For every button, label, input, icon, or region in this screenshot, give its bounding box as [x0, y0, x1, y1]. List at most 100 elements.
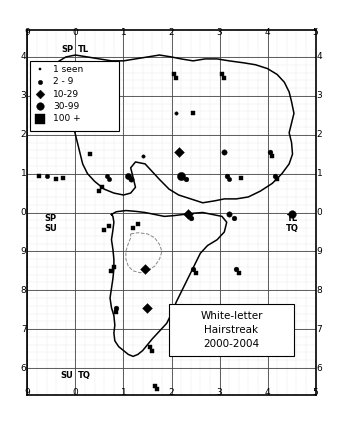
- Text: 7: 7: [317, 325, 322, 334]
- Text: TQ: TQ: [78, 371, 91, 380]
- Text: 9: 9: [21, 247, 26, 256]
- Text: 4: 4: [265, 28, 270, 37]
- Text: 3: 3: [21, 91, 26, 100]
- Point: [61, 174, 66, 181]
- Point: [231, 215, 237, 222]
- Point: [154, 386, 160, 393]
- Text: 9: 9: [25, 28, 30, 37]
- Point: [78, 94, 83, 101]
- Point: [152, 382, 157, 389]
- Point: [150, 347, 155, 354]
- Text: 2: 2: [21, 130, 26, 139]
- Point: [195, 304, 201, 311]
- Point: [38, 78, 43, 85]
- Point: [176, 149, 181, 156]
- Point: [267, 149, 273, 156]
- Point: [142, 266, 148, 272]
- Point: [226, 176, 232, 183]
- Point: [44, 172, 49, 179]
- Point: [111, 264, 117, 270]
- Text: 9: 9: [317, 247, 322, 256]
- Point: [174, 75, 179, 82]
- Point: [272, 172, 277, 179]
- Text: 30-99: 30-99: [53, 102, 79, 111]
- Text: 1: 1: [121, 28, 126, 37]
- Point: [37, 172, 42, 179]
- Text: 8: 8: [21, 286, 26, 295]
- Point: [54, 176, 59, 183]
- Point: [114, 308, 119, 315]
- Text: SP: SP: [45, 214, 57, 223]
- Point: [183, 176, 189, 183]
- Text: TL: TL: [287, 214, 298, 223]
- Text: 10-29: 10-29: [53, 90, 79, 99]
- Text: 5: 5: [313, 28, 318, 37]
- Point: [97, 94, 102, 101]
- Point: [289, 211, 294, 218]
- Text: 2: 2: [317, 130, 322, 139]
- Point: [135, 221, 141, 227]
- Point: [174, 110, 179, 117]
- Point: [140, 153, 145, 159]
- Text: 3: 3: [317, 91, 322, 100]
- Point: [99, 184, 105, 191]
- FancyBboxPatch shape: [169, 304, 294, 357]
- Point: [147, 343, 153, 350]
- Text: 4: 4: [317, 52, 322, 62]
- Point: [85, 112, 90, 119]
- Text: 5: 5: [313, 388, 318, 397]
- Point: [188, 215, 193, 222]
- Point: [171, 71, 177, 78]
- Text: 9: 9: [25, 388, 30, 397]
- Text: 4: 4: [265, 388, 270, 397]
- Text: White-letter
Hairstreak
2000-2004: White-letter Hairstreak 2000-2004: [200, 311, 263, 349]
- Text: 1: 1: [317, 169, 322, 178]
- Text: 4: 4: [21, 52, 26, 62]
- Text: 1: 1: [121, 388, 126, 397]
- Text: 3: 3: [217, 28, 222, 37]
- Point: [128, 176, 133, 183]
- Text: 1: 1: [21, 169, 26, 178]
- Point: [38, 66, 43, 73]
- Text: 7: 7: [21, 325, 26, 334]
- Point: [104, 172, 109, 179]
- Point: [102, 227, 107, 233]
- Point: [38, 115, 43, 122]
- Text: 6: 6: [21, 363, 26, 373]
- Text: 2: 2: [169, 28, 174, 37]
- Text: 8: 8: [317, 286, 322, 295]
- Point: [190, 266, 196, 272]
- Text: TL: TL: [78, 45, 89, 54]
- Point: [222, 149, 227, 156]
- Text: 2: 2: [169, 388, 174, 397]
- Text: 6: 6: [317, 363, 322, 373]
- Point: [145, 304, 150, 311]
- Point: [236, 269, 241, 276]
- Point: [234, 266, 239, 272]
- Text: 0: 0: [73, 388, 78, 397]
- Point: [178, 172, 184, 179]
- Point: [226, 211, 232, 218]
- Point: [222, 75, 227, 82]
- Point: [193, 269, 198, 276]
- Text: 100 +: 100 +: [53, 114, 81, 123]
- Point: [38, 91, 43, 97]
- Text: TQ: TQ: [286, 224, 299, 233]
- Point: [106, 223, 112, 230]
- Point: [130, 225, 136, 232]
- Text: 0: 0: [317, 208, 322, 217]
- Point: [190, 110, 196, 117]
- Point: [274, 176, 280, 183]
- Point: [109, 267, 114, 274]
- Point: [38, 103, 43, 110]
- Point: [241, 304, 246, 311]
- Point: [238, 174, 244, 181]
- Text: SU: SU: [60, 371, 73, 380]
- Text: 1 seen: 1 seen: [53, 65, 83, 74]
- Point: [114, 304, 119, 311]
- Text: SP: SP: [61, 45, 73, 54]
- Text: 3: 3: [217, 388, 222, 397]
- Point: [224, 172, 229, 179]
- FancyBboxPatch shape: [30, 61, 119, 131]
- Point: [97, 188, 102, 195]
